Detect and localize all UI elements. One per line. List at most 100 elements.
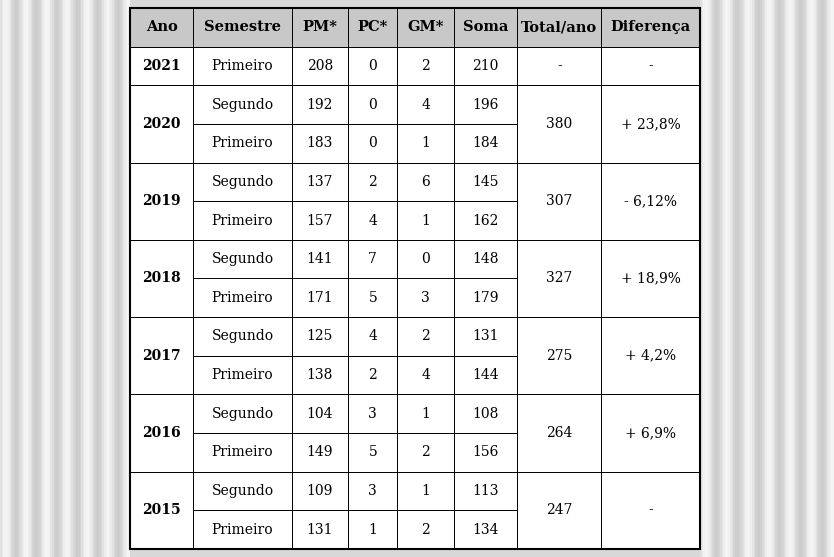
Bar bbox=[786, 0, 787, 557]
Bar bbox=[777, 0, 779, 557]
Bar bbox=[5, 0, 7, 557]
Bar bbox=[89, 0, 91, 557]
Text: 148: 148 bbox=[472, 252, 499, 266]
Bar bbox=[791, 0, 792, 557]
Bar bbox=[112, 0, 113, 557]
Bar bbox=[764, 0, 766, 557]
Bar bbox=[811, 0, 812, 557]
Bar bbox=[70, 0, 72, 557]
Text: 109: 109 bbox=[307, 484, 334, 498]
Text: Segundo: Segundo bbox=[212, 252, 274, 266]
Bar bbox=[713, 0, 715, 557]
Text: + 6,9%: + 6,9% bbox=[626, 426, 676, 440]
Bar bbox=[55, 0, 57, 557]
Text: Primeiro: Primeiro bbox=[212, 522, 274, 537]
Text: 247: 247 bbox=[546, 504, 572, 517]
Bar bbox=[48, 0, 50, 557]
Text: 3: 3 bbox=[421, 291, 430, 305]
Bar bbox=[806, 0, 807, 557]
Bar bbox=[769, 0, 771, 557]
Bar bbox=[792, 0, 794, 557]
Text: 4: 4 bbox=[421, 368, 430, 382]
Bar bbox=[454, 201, 517, 240]
Bar bbox=[700, 0, 701, 557]
Bar bbox=[601, 317, 700, 394]
Bar bbox=[130, 8, 700, 549]
Text: Primeiro: Primeiro bbox=[212, 368, 274, 382]
Bar bbox=[83, 0, 84, 557]
Bar bbox=[41, 0, 43, 557]
Text: -: - bbox=[648, 59, 653, 73]
Bar bbox=[193, 433, 292, 472]
Bar bbox=[60, 0, 62, 557]
Bar bbox=[292, 278, 348, 317]
Bar bbox=[454, 510, 517, 549]
Text: 1: 1 bbox=[421, 407, 430, 421]
Bar bbox=[454, 356, 517, 394]
Bar bbox=[348, 201, 398, 240]
Bar bbox=[784, 0, 786, 557]
Bar bbox=[123, 0, 125, 557]
Bar bbox=[736, 0, 737, 557]
Bar bbox=[104, 0, 106, 557]
Bar bbox=[348, 472, 398, 510]
Bar bbox=[122, 0, 123, 557]
Bar bbox=[776, 0, 777, 557]
Bar bbox=[98, 0, 99, 557]
Bar bbox=[130, 85, 193, 163]
Bar bbox=[292, 433, 348, 472]
Bar bbox=[36, 0, 38, 557]
Bar bbox=[348, 47, 398, 85]
Bar bbox=[193, 85, 292, 124]
Bar bbox=[601, 85, 700, 163]
Text: 380: 380 bbox=[546, 117, 572, 131]
Bar bbox=[771, 0, 772, 557]
Text: PM*: PM* bbox=[303, 20, 338, 35]
Bar bbox=[756, 0, 757, 557]
Bar bbox=[292, 201, 348, 240]
Text: 2016: 2016 bbox=[143, 426, 181, 440]
Bar bbox=[348, 317, 398, 356]
Bar bbox=[12, 0, 13, 557]
Text: Segundo: Segundo bbox=[212, 329, 274, 344]
Bar bbox=[24, 0, 26, 557]
Bar bbox=[517, 85, 601, 163]
Text: 208: 208 bbox=[307, 59, 333, 73]
Text: 264: 264 bbox=[546, 426, 572, 440]
Bar bbox=[517, 8, 601, 47]
Text: 144: 144 bbox=[472, 368, 499, 382]
Bar bbox=[79, 0, 81, 557]
Text: 104: 104 bbox=[307, 407, 334, 421]
Bar bbox=[772, 0, 774, 557]
Bar bbox=[601, 47, 700, 85]
Bar bbox=[454, 85, 517, 124]
Text: 137: 137 bbox=[307, 175, 334, 189]
Bar bbox=[0, 0, 2, 557]
Text: 1: 1 bbox=[421, 484, 430, 498]
Text: Segundo: Segundo bbox=[212, 484, 274, 498]
Bar bbox=[807, 0, 809, 557]
Bar bbox=[115, 0, 117, 557]
Bar bbox=[454, 240, 517, 278]
Bar bbox=[398, 278, 454, 317]
Bar bbox=[7, 0, 8, 557]
Bar bbox=[292, 47, 348, 85]
Bar bbox=[701, 0, 703, 557]
Text: 192: 192 bbox=[307, 97, 334, 111]
Bar bbox=[398, 317, 454, 356]
Text: 108: 108 bbox=[472, 407, 499, 421]
Bar bbox=[28, 0, 29, 557]
Bar bbox=[99, 0, 101, 557]
Text: 2: 2 bbox=[369, 368, 377, 382]
Text: 2: 2 bbox=[421, 59, 430, 73]
Bar bbox=[744, 0, 746, 557]
Text: Primeiro: Primeiro bbox=[212, 213, 274, 228]
Bar bbox=[728, 0, 730, 557]
Text: 1: 1 bbox=[421, 136, 430, 150]
Bar bbox=[767, 0, 769, 557]
Bar bbox=[193, 278, 292, 317]
Bar bbox=[726, 0, 728, 557]
Bar bbox=[103, 0, 104, 557]
Bar bbox=[601, 394, 700, 472]
Bar bbox=[454, 278, 517, 317]
